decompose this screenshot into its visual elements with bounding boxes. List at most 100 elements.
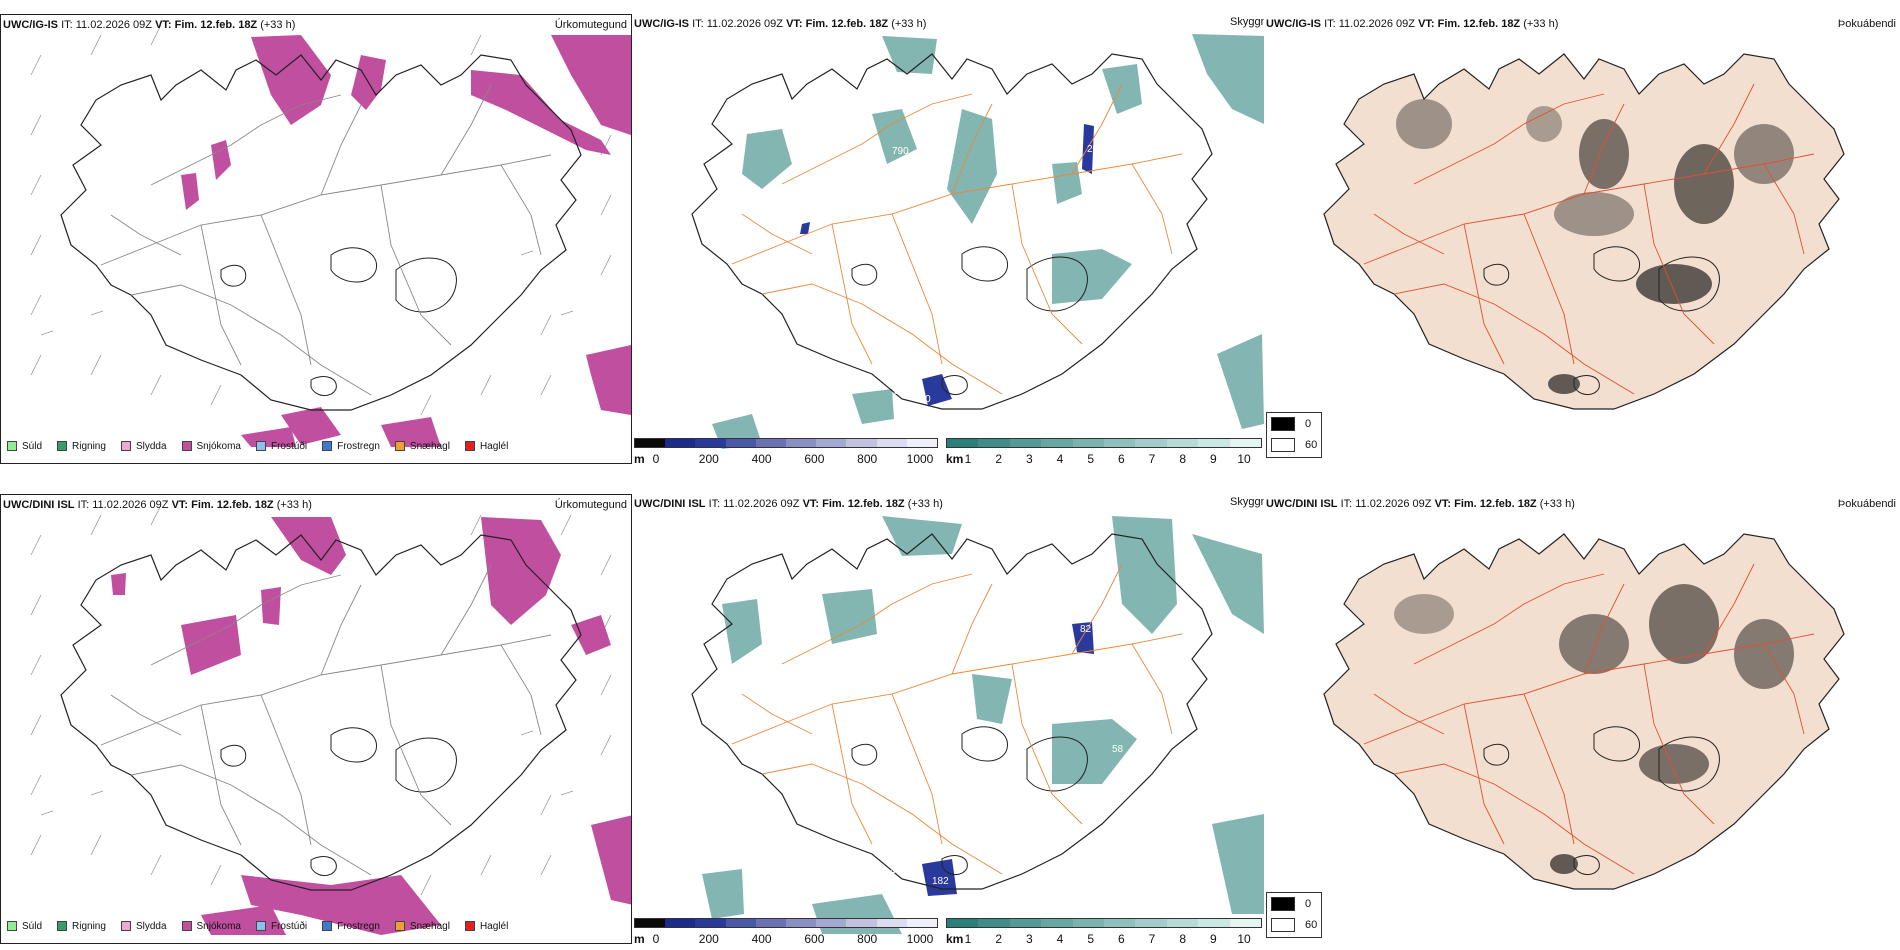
legend-label: Rigning [72, 920, 106, 932]
legend-item-4: Frostúði [255, 920, 308, 932]
legend-item-2: Slydda [120, 920, 167, 932]
scale-tick-label: 10 [1237, 932, 1251, 946]
fog-key-swatch [1271, 897, 1295, 911]
fog-key-swatch [1271, 417, 1295, 431]
scale-swatch [1135, 439, 1167, 447]
svg-text:790: 790 [892, 146, 909, 157]
scale-bar [946, 438, 1262, 448]
scale-tick-label: 8 [1179, 932, 1186, 946]
legend-label: Rigning [72, 440, 106, 452]
cloud-height-labels: 330 82 40 58 182 [887, 611, 1124, 887]
iceland-cloud-map: 330 82 40 58 182 [632, 516, 1264, 934]
scale-swatch [978, 919, 1010, 927]
snow-areas [111, 517, 631, 935]
cloud-panel-bottom: 330 82 40 58 182 Skyggni UWC/DINI ISL IT… [632, 494, 1264, 944]
precip-legend: Súld Rigning Slydda Snjókoma Frostúði Frostre… [7, 438, 523, 454]
fog-key-row: 0 [1271, 897, 1311, 911]
svg-text:330: 330 [914, 394, 931, 405]
scale-swatch [1166, 919, 1199, 927]
legend-swatch [322, 921, 333, 931]
fog-key-label: 0 [1305, 898, 1312, 910]
scale-unit: km [946, 932, 964, 946]
scale-unit: m [634, 452, 645, 466]
scale-swatch [635, 919, 666, 927]
scale-tick-label: 600 [804, 932, 825, 946]
panel-header: UWC/DINI ISL IT: 11.02.2026 09Z VT: Fim.… [3, 499, 312, 511]
scale-tick-label: 1 [964, 452, 972, 466]
scale-tick-label: 7 [1148, 932, 1156, 946]
cloud-height-labels: 790 20 30 330 [892, 144, 1099, 405]
svg-text:82: 82 [1080, 624, 1092, 635]
scale-swatch [906, 439, 938, 447]
fog-key-label: 60 [1305, 439, 1318, 451]
scale-swatch [947, 919, 979, 927]
fog-panel-bottom: UWC/DINI ISL IT: 11.02.2026 09Z VT: Fim.… [1264, 494, 1900, 944]
legend-swatch [7, 921, 17, 931]
legend-swatch [394, 441, 405, 451]
scale-swatch [1198, 439, 1230, 447]
scale-tick-label: 400 [751, 452, 772, 466]
legend-swatch [120, 921, 131, 931]
legend-label: Snjókoma [196, 920, 241, 932]
low-cloud-areas [800, 124, 1094, 406]
panel-type-label: Skyggni [1230, 496, 1264, 508]
fog-key: 0 60 [1266, 892, 1322, 938]
scale-swatch [665, 919, 696, 927]
legend-label: Frostúði [270, 920, 308, 932]
scale-swatch [635, 439, 666, 447]
fog-key-label: 60 [1305, 919, 1318, 931]
scale-swatch [786, 919, 817, 927]
panel-type-label: Úrkomutegund [554, 19, 627, 31]
scale-bar [634, 438, 938, 448]
scale-tick-label: 7 [1148, 452, 1156, 466]
scale-swatch [1135, 919, 1167, 927]
panel-type-label: Þokuábendi [1837, 18, 1896, 30]
legend-label: Frostregn [337, 440, 380, 452]
scale-tick-label: 9 [1209, 932, 1217, 946]
scale-tick-label: 3 [1025, 932, 1033, 946]
legend-item-7: Haglél [464, 921, 508, 932]
legend-item-6: Snæhagl [394, 920, 450, 932]
legend-label: Frostregn [337, 920, 380, 932]
scale-swatch [816, 439, 847, 447]
legend-swatch [322, 441, 333, 451]
scale-swatch [1166, 439, 1199, 447]
iceland-precip-map [30, 504, 631, 935]
scale-tick-label: 800 [857, 452, 878, 466]
legend-swatch [181, 441, 192, 451]
legend-label: Snæhagl [409, 920, 450, 932]
scale-swatch [906, 919, 938, 927]
precip-type-panel-bottom: UWC/DINI ISL IT: 11.02.2026 09Z VT: Fim.… [0, 494, 632, 944]
legend-item-5: Frostregn [322, 441, 380, 452]
fog-key-row: 60 [1271, 438, 1317, 452]
legend-item-1: Rigning [57, 921, 106, 932]
legend-item-4: Frostúði [255, 441, 307, 452]
scale-swatch [786, 439, 817, 447]
fog-key-swatch [1271, 438, 1295, 452]
scale-tick-label: 9 [1209, 452, 1217, 466]
legend-swatch [57, 441, 68, 451]
scale-swatch [876, 439, 907, 447]
iceland-fog-map [1264, 14, 1900, 454]
panel-header: UWC/DINI ISL IT: 11.02.2026 09Z VT: Fim.… [634, 498, 943, 510]
legend-label: Súld [22, 920, 43, 932]
fog-areas [1394, 584, 1794, 874]
scale-swatch [665, 439, 696, 447]
scale-tick-label: 0 [652, 932, 660, 946]
scale-swatch [1198, 919, 1230, 927]
scale-tick-label: 600 [804, 452, 825, 466]
legend-swatch [57, 921, 68, 931]
scale-tick-label: 1000 [906, 452, 934, 466]
scale-swatch [695, 919, 726, 927]
legend-label: Slydda [135, 920, 167, 932]
panel-type-label: Þokuábendi [1837, 498, 1896, 510]
iceland-precip-map [30, 24, 631, 447]
scale-unit: km [946, 452, 964, 466]
panel-header: UWC/IG-IS IT: 11.02.2026 09Z VT: Fim. 12… [1266, 18, 1559, 30]
panel-type-label: Skyggni [1230, 16, 1264, 28]
scale-bar [946, 918, 1262, 928]
svg-text:30: 30 [894, 386, 906, 397]
scale-tick-label: 5 [1087, 452, 1094, 466]
fog-key-swatch [1271, 918, 1295, 932]
scale-swatch [1009, 439, 1042, 447]
